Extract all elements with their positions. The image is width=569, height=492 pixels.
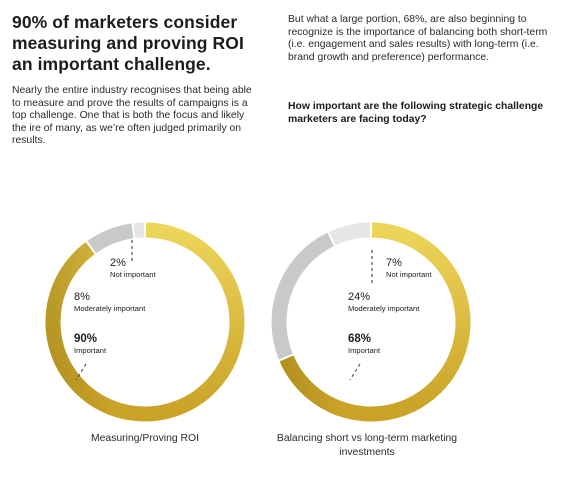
label-not-important-name: Not important [110,270,156,279]
slice-important-shade [45,242,117,416]
slice-important-shade [279,355,343,416]
label-important-name: Important [348,346,381,355]
label-important-value: 68% [348,333,371,345]
intro-paragraph: Nearly the entire industry recognises th… [12,85,252,147]
survey-question: How important are the following strategi… [288,101,544,125]
label-moderately-value: 8% [74,291,90,303]
slice-moderately-important [271,232,335,360]
label-not-important-name: Not important [386,270,432,279]
chart-caption-roi: Measuring/Proving ROI [91,433,199,444]
label-important-name: Important [74,346,107,355]
leader-important [349,363,361,381]
label-moderately-name: Moderately important [348,304,420,313]
balance-paragraph: But what a large portion, 68%, are also … [288,14,548,63]
label-moderately-name: Moderately important [74,304,146,313]
chart-caption-balance: Balancing short vs long-term marketing i… [276,433,458,458]
slice-moderately-important [87,223,134,254]
label-moderately-value: 24% [348,291,370,303]
slice-not-important [133,222,145,239]
label-not-important-value: 2% [110,257,126,269]
label-important-value: 90% [74,333,97,345]
label-not-important-value: 7% [386,257,402,269]
headline: 90% of marketers consider measuring and … [12,12,244,74]
slice-not-important [329,222,371,246]
